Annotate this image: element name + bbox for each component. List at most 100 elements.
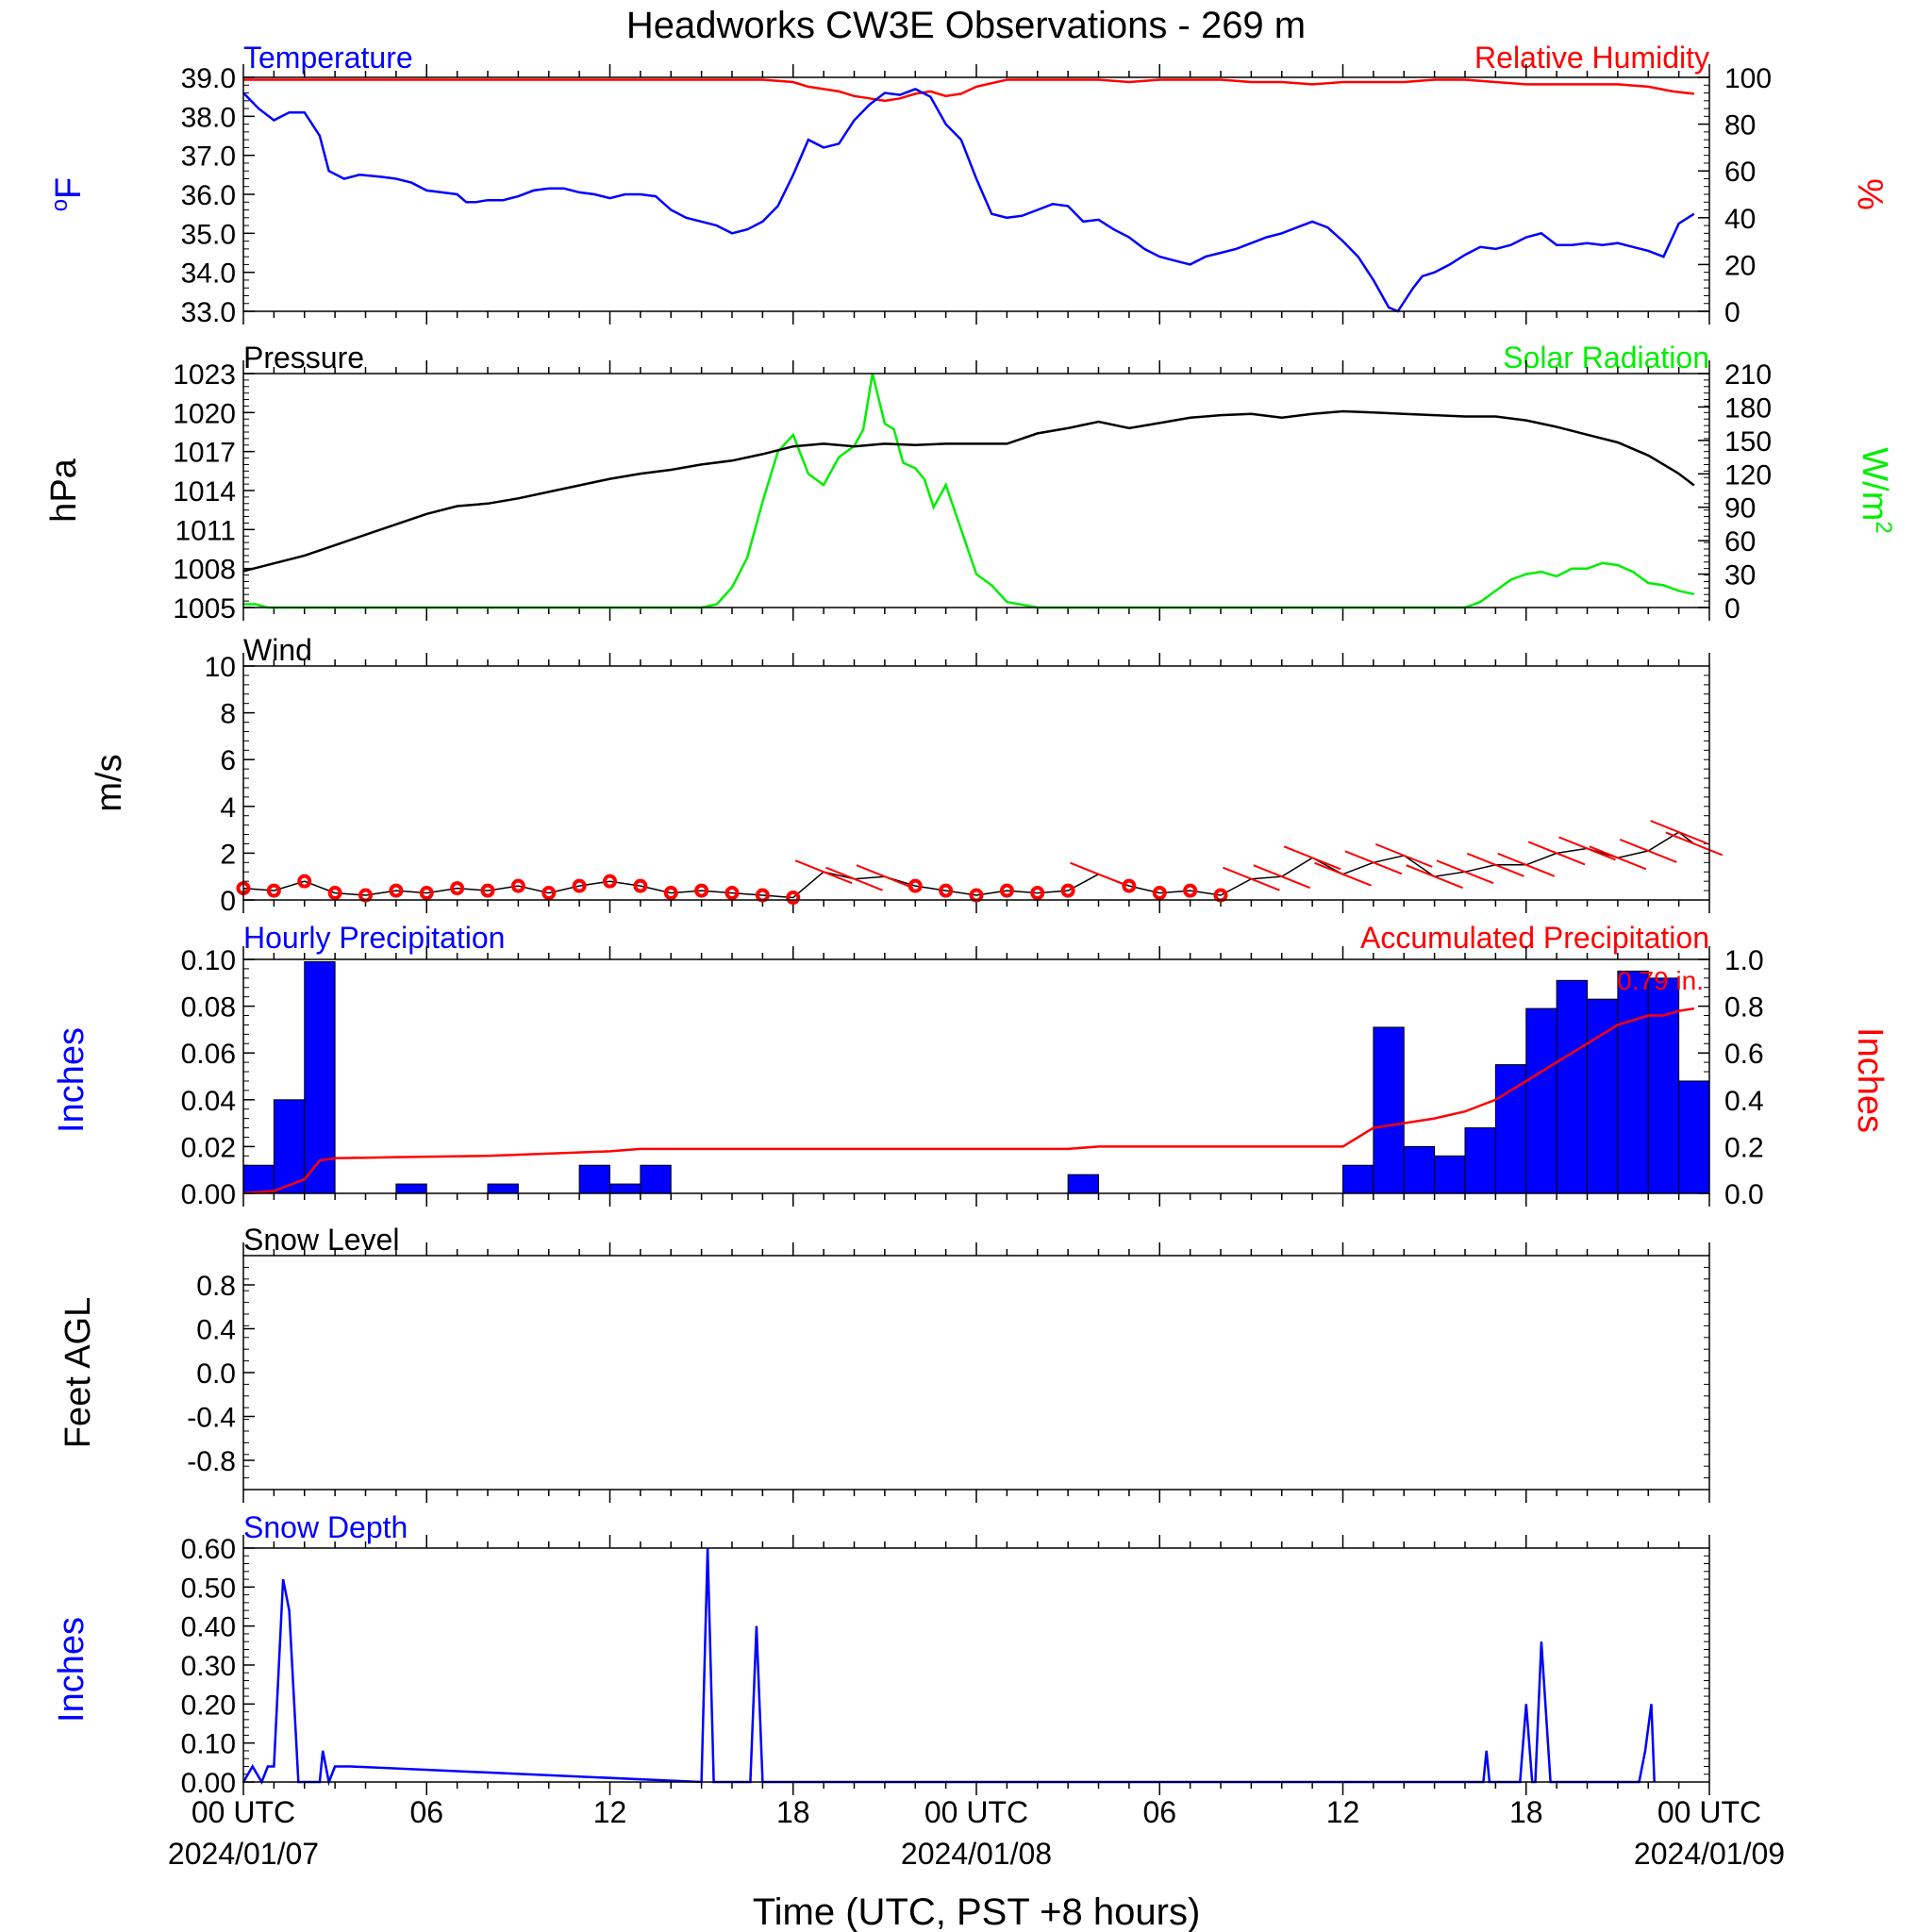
snow-depth-ytick-tick-label: 0.50 bbox=[181, 1573, 236, 1604]
snow-depth-line bbox=[242, 1547, 1656, 1787]
precip-frame bbox=[242, 958, 1710, 1194]
precip-ytick-tick-label: 0.10 bbox=[181, 945, 236, 976]
precip-ytick-tick-label: 0.08 bbox=[181, 992, 236, 1024]
snow-level-ytick-tick-label: -0.8 bbox=[187, 1446, 236, 1477]
wind-ytick-tick-label: 10 bbox=[205, 652, 236, 683]
wind-barb bbox=[1589, 845, 1647, 871]
snow-level-ytick-tick-label: 0.0 bbox=[196, 1358, 236, 1390]
snow-depth-ylabel: Inches bbox=[52, 1617, 92, 1723]
solar-ytick-tick-label: 0 bbox=[1724, 593, 1740, 625]
humidity-ytick-tick-label: 80 bbox=[1724, 110, 1756, 142]
panel-wind: Wind m/s 0 2 4 6 8 10 bbox=[90, 633, 1724, 917]
calm-wind-marker bbox=[572, 878, 587, 893]
precip-bar bbox=[609, 1183, 641, 1194]
precip-bar bbox=[1587, 998, 1619, 1194]
calm-wind-marker bbox=[541, 886, 557, 901]
solar-ytick-tick-label: 180 bbox=[1724, 392, 1772, 424]
calm-wind-marker bbox=[419, 886, 434, 901]
wind-barb bbox=[1665, 831, 1724, 857]
pressure-ytick-tick-label: 1014 bbox=[173, 476, 236, 508]
pressure-ytick-tick-label: 1020 bbox=[173, 398, 236, 429]
accum-ytick-tick-label: 0.0 bbox=[1724, 1179, 1764, 1210]
precip-ytick-tick-label: 0.04 bbox=[181, 1086, 236, 1117]
wind-barb bbox=[1650, 820, 1707, 845]
snow-depth-ytick-tick-label: 0.60 bbox=[181, 1534, 236, 1565]
accum-precip-line bbox=[242, 1007, 1694, 1195]
x-tick-label: 00 UTC bbox=[1657, 1795, 1761, 1829]
wind-title: Wind bbox=[243, 633, 312, 667]
snow-level-xticks bbox=[242, 1242, 1710, 1503]
wind-ytick-tick-label: 6 bbox=[220, 745, 236, 776]
accum-precip-ylabel: Inches bbox=[1850, 1027, 1890, 1133]
calm-wind-marker bbox=[389, 883, 404, 898]
x-tick-label: 12 bbox=[1326, 1795, 1360, 1829]
temperature-ytick-tick-label: 37.0 bbox=[181, 142, 236, 173]
calm-wind-marker bbox=[908, 878, 923, 893]
precip-bar bbox=[1373, 1026, 1405, 1194]
wind-barb bbox=[1344, 850, 1403, 875]
temperature-title: Temperature bbox=[243, 41, 413, 75]
calm-wind-marker bbox=[724, 886, 740, 901]
calm-wind-marker bbox=[297, 874, 312, 889]
calm-wind-marker bbox=[327, 886, 342, 901]
accum-ytick-tick-label: 0.2 bbox=[1724, 1132, 1764, 1163]
precip-bar bbox=[1464, 1127, 1496, 1194]
wind-barb bbox=[1467, 852, 1524, 877]
humidity-ytick-tick-label: 60 bbox=[1724, 157, 1756, 188]
wind-barb bbox=[856, 864, 914, 890]
temperature-xticks bbox=[242, 64, 1710, 325]
x-date-label: 2024/01/08 bbox=[901, 1837, 1052, 1871]
wind-barb bbox=[1070, 861, 1127, 887]
x-date-labels: 2024/01/07 2024/01/08 2024/01/09 bbox=[168, 1837, 1785, 1871]
snow-depth-minor-ticks bbox=[243, 1555, 1709, 1775]
snow-depth-ytick-tick-label: 0.40 bbox=[181, 1612, 236, 1643]
precip-bar bbox=[1525, 1008, 1557, 1194]
temperature-frame bbox=[242, 76, 1710, 312]
x-date-label: 2024/01/09 bbox=[1634, 1837, 1785, 1871]
wind-barb bbox=[1253, 864, 1311, 890]
precip-ytick-labels: 0.00 0.02 0.04 0.06 0.08 0.10 bbox=[181, 945, 255, 1210]
precip-bar bbox=[395, 1183, 427, 1194]
squared-superscript: 2 bbox=[1871, 521, 1896, 533]
x-tick-labels: 00 UTC 06 12 18 00 UTC 06 12 18 00 UTC bbox=[192, 1795, 1761, 1829]
precip-ytick-tick-label: 0.06 bbox=[181, 1039, 236, 1070]
temperature-ytick-tick-label: 39.0 bbox=[181, 63, 236, 94]
wind-barb bbox=[1223, 866, 1280, 891]
hourly-precip-title: Hourly Precipitation bbox=[243, 921, 505, 955]
pressure-ytick-tick-label: 1008 bbox=[173, 555, 236, 586]
accum-precip-title: Accumulated Precipitation bbox=[1360, 921, 1709, 955]
wind-ytick-tick-label: 4 bbox=[220, 792, 236, 824]
calm-wind-marker bbox=[663, 886, 678, 901]
pressure-ylabel: hPa bbox=[44, 458, 84, 522]
calm-wind-marker bbox=[1030, 886, 1045, 901]
snow-level-ytick-tick-label: 0.4 bbox=[196, 1315, 236, 1346]
wind-barb bbox=[1436, 859, 1494, 885]
pressure-frame bbox=[242, 373, 1710, 608]
precip-bar bbox=[1434, 1155, 1466, 1194]
panel-snow-level: Snow Level Feet AGL -0.8 -0.4 0.0 0.4 0.8 bbox=[58, 1223, 1710, 1503]
snow-depth-title: Snow Depth bbox=[243, 1510, 408, 1544]
x-tick-label: 00 UTC bbox=[192, 1795, 295, 1829]
temperature-ytick-tick-label: 33.0 bbox=[181, 297, 236, 328]
accum-ytick-tick-label: 0.4 bbox=[1724, 1086, 1764, 1117]
precip-bar bbox=[304, 960, 336, 1194]
humidity-title: Relative Humidity bbox=[1474, 41, 1709, 75]
humidity-line bbox=[243, 78, 1694, 103]
panel-temperature: Temperature Relative Humidity oF % 33.03… bbox=[47, 41, 1890, 328]
humidity-ytick-labels: 0 20 40 60 80 100 bbox=[1698, 63, 1772, 328]
temperature-ytick-tick-label: 34.0 bbox=[181, 258, 236, 290]
precip-bar bbox=[1617, 970, 1649, 1194]
wind-frame bbox=[242, 665, 1710, 901]
x-tick-label: 00 UTC bbox=[924, 1795, 1028, 1829]
x-tick-label: 06 bbox=[1142, 1795, 1176, 1829]
wind-barb bbox=[825, 866, 883, 891]
wind-ytick-labels: 0 2 4 6 8 10 bbox=[205, 652, 255, 917]
panel-pressure: Pressure Solar Radiation hPa W/m2 100510… bbox=[44, 341, 1896, 625]
calm-wind-marker bbox=[633, 878, 648, 893]
fahrenheit-unit: F bbox=[49, 177, 89, 199]
wind-barbs bbox=[236, 820, 1724, 906]
wind-barb bbox=[1283, 845, 1341, 871]
precip-bar bbox=[1678, 1080, 1710, 1194]
solar-ytick-tick-label: 150 bbox=[1724, 426, 1772, 458]
